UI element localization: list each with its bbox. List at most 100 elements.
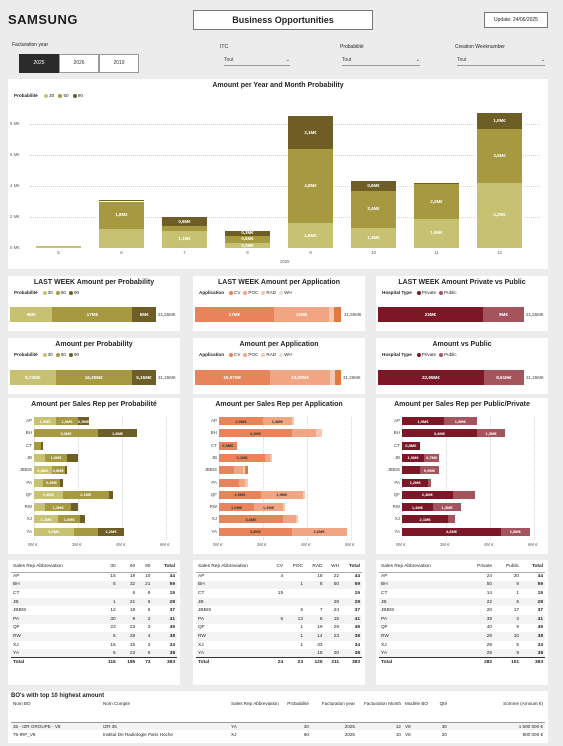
column-header[interactable]: Sales Rep Abbreviation xyxy=(196,562,271,573)
column-header[interactable]: RAD xyxy=(305,562,325,573)
table-row[interactable]: CT 15 15 xyxy=(196,589,362,598)
legend-label: WH xyxy=(284,352,292,357)
table-row[interactable]: YA 18 20 38 xyxy=(196,649,362,658)
table-row[interactable]: PA 39 2 41 xyxy=(379,614,545,624)
table-row[interactable]: BH 1 8 50 59 xyxy=(196,580,362,590)
x-tick-label: 6M € xyxy=(345,542,355,547)
column-header[interactable]: Private xyxy=(464,562,495,573)
column-header[interactable]: WH xyxy=(324,562,342,573)
table-row[interactable]: RW 1 14 23 38 xyxy=(196,632,362,641)
bar-segment xyxy=(97,527,125,536)
cell: BH xyxy=(379,580,465,590)
table-row[interactable]: XJ 29 5 34 xyxy=(379,641,545,650)
table-row[interactable]: RW 6 28 4 38 xyxy=(11,632,177,641)
bar-segment xyxy=(78,417,89,425)
col-qte[interactable]: Qté xyxy=(433,700,449,723)
table-row[interactable]: PA 30 9 2 41 xyxy=(11,614,177,624)
data-label: 3,0M€ xyxy=(60,430,72,436)
table-row[interactable]: YA 6 23 9 38 xyxy=(11,649,177,658)
table-row[interactable]: QF 40 9 49 xyxy=(379,624,545,633)
table-row[interactable]: CT 6 9 15 xyxy=(11,589,177,598)
table-row[interactable]: AP 4 18 22 44 xyxy=(196,572,362,581)
itc-dropdown[interactable]: Tout ⌄ xyxy=(224,57,290,66)
bar-segment: 5,15M€ xyxy=(131,370,156,385)
total-row: Total 282 101 383 xyxy=(379,657,545,667)
table-row[interactable]: JBBIS 6 7 24 37 xyxy=(196,606,362,615)
week-dropdown[interactable]: Tout ⌄ xyxy=(457,57,545,66)
col-fact-year[interactable]: Facturation year xyxy=(311,700,357,723)
col-nom-compte[interactable]: Nom Compte xyxy=(101,700,229,723)
data-label: 3,1M€ xyxy=(249,430,261,436)
table-header: Sales Rep Abbreviation 30 60 90 Total xyxy=(11,562,177,573)
col-nom-bo[interactable]: Nom BO xyxy=(11,700,101,723)
table-row[interactable]: YA 29 9 38 xyxy=(379,649,545,658)
ap-prob-bar: 9,73M€ 16,30M€ 5,15M€ xyxy=(10,370,156,385)
cell: 2 xyxy=(494,614,522,624)
data-label: 1,0M€ xyxy=(63,516,75,522)
table-row[interactable]: CT 14 1 15 xyxy=(379,589,545,598)
table-row[interactable]: BH 50 9 59 xyxy=(379,580,545,590)
bar-segment xyxy=(291,527,347,536)
table-row[interactable]: QF 1 19 29 49 xyxy=(196,624,362,633)
cell xyxy=(99,589,118,598)
column-header[interactable]: CV xyxy=(270,562,286,573)
column-header[interactable]: Total xyxy=(341,562,362,573)
table-row[interactable]: JB 1 21 6 28 xyxy=(11,597,177,607)
col-probabilite[interactable]: Probabilité xyxy=(281,700,311,723)
legend-label-30: 30 xyxy=(49,93,55,98)
gridline xyxy=(30,217,540,218)
legend-label: RAD xyxy=(266,352,277,357)
year-option-2019[interactable]: 2019 xyxy=(99,54,139,73)
table-row[interactable]: 75-IRP_V8 Institut De Radiologie Paris H… xyxy=(11,730,545,738)
cell xyxy=(285,572,305,581)
col-fact-month[interactable]: Facturation Month xyxy=(357,700,403,723)
data-label: 1,9M€ xyxy=(430,230,443,236)
table-row[interactable]: AP 24 20 44 xyxy=(379,572,545,581)
cell: 40 xyxy=(486,625,493,631)
rep-app-plot: 0M € 2M € 4M € 6M € AP 2,0M€ 1,3M€ BH 3,1M€ CT 0,9… xyxy=(193,398,365,554)
table-row[interactable]: RW 28 10 38 xyxy=(379,632,545,641)
table-row[interactable]: JB 22 6 28 xyxy=(379,597,545,607)
category-label: PA xyxy=(394,479,400,485)
table-row[interactable]: AP 15 19 10 44 xyxy=(11,572,177,581)
table-row[interactable]: XJ 1 33 34 xyxy=(196,641,362,650)
year-option-2026[interactable]: 2026 xyxy=(59,54,99,73)
column-header[interactable]: Public xyxy=(494,562,522,573)
column-header[interactable]: Total xyxy=(521,562,545,573)
table-row[interactable]: JB 28 28 xyxy=(196,597,362,607)
table-row[interactable]: JBBIS 20 17 37 xyxy=(379,606,545,615)
table-row[interactable]: 35 - IZR GROUPE - V8 IZR 35 YA 30 2025 1… xyxy=(11,722,545,730)
table-row[interactable]: JBBIS 12 19 6 37 xyxy=(11,606,177,615)
category-label: XJ xyxy=(26,516,32,522)
update-badge: Update: 24/06/2025 xyxy=(484,12,548,28)
column-header[interactable]: POC xyxy=(285,562,306,573)
column-header[interactable]: 90 xyxy=(137,562,153,573)
column-header[interactable]: Sales Rep Abbreviation xyxy=(379,562,465,573)
column-header[interactable]: Total xyxy=(152,562,177,573)
legend-dot-public xyxy=(439,290,444,295)
table-body: AP 4 18 22 44 BH 1 8 50 59 CT 15 15 JB 28 28 JBBIS 6 7 24 37… xyxy=(196,572,362,667)
column-header[interactable]: 60 xyxy=(117,562,138,573)
bar-segment: 8,61M€ xyxy=(483,370,524,385)
year-option-2025[interactable]: 2025 xyxy=(19,54,59,73)
column-header[interactable]: 30 xyxy=(98,562,118,573)
probabilite-dropdown[interactable]: Tout ⌄ xyxy=(342,57,420,66)
bar-segment xyxy=(162,230,207,248)
category-label: QF xyxy=(25,491,32,497)
x-tick-label: 0M € xyxy=(396,542,406,547)
cell: 15 xyxy=(110,574,116,580)
table-row[interactable]: QF 23 23 3 49 xyxy=(11,624,177,633)
column-header[interactable]: Sales Rep Abbreviation xyxy=(11,562,99,573)
cell: 13 xyxy=(285,614,306,624)
bar-segment xyxy=(234,466,244,475)
cell: JBBIS xyxy=(13,608,27,614)
cell: 20 xyxy=(324,649,342,658)
col-somme[interactable]: Somme (Amount €) xyxy=(449,700,545,723)
table-row[interactable]: BH 6 32 21 59 xyxy=(11,580,177,590)
col-modele-bo[interactable]: Modèle BO xyxy=(403,700,433,723)
legend-dot-private xyxy=(416,352,421,357)
table-row[interactable]: XJ 16 15 3 34 xyxy=(11,641,177,650)
data-label: 1,3M€ xyxy=(441,504,453,510)
table-row[interactable]: PA 5 13 8 15 41 xyxy=(196,614,362,624)
col-sales-rep[interactable]: Sales Rep Abbreviation xyxy=(229,700,281,723)
